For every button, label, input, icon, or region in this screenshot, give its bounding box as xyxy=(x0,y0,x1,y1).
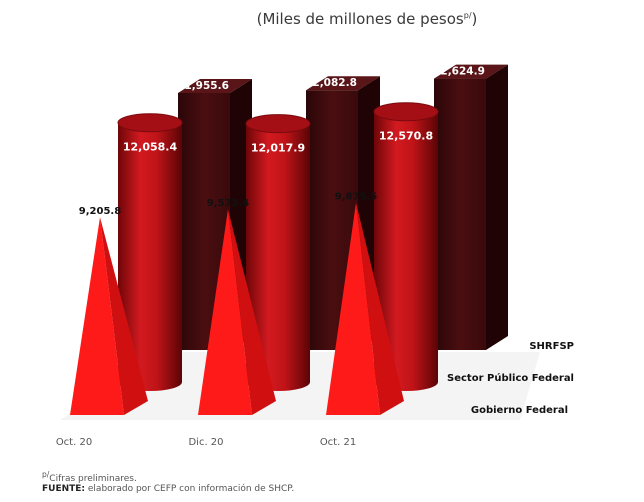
footnote-sup: p/ xyxy=(42,470,50,479)
legend-entry: Sector Público Federal xyxy=(447,372,574,384)
subtitle-main: (Miles de millones de pesos xyxy=(256,10,464,28)
gf-series xyxy=(70,202,404,415)
spf-bar-top xyxy=(245,114,311,134)
shrfsp-bar-top xyxy=(434,64,508,79)
gf-bar xyxy=(198,209,252,415)
x-tick-label: Oct. 21 xyxy=(320,437,356,448)
gf-bar-side xyxy=(356,202,404,415)
spf-value-label: 12,017.9 xyxy=(251,142,305,155)
footnote: p/Cifras preliminares. xyxy=(42,470,137,484)
chart-subtitle: (Miles de millones de pesosp/) xyxy=(0,10,644,28)
gf-bar xyxy=(326,202,380,415)
x-tick-label: Dic. 20 xyxy=(188,437,223,448)
legend-entry: Gobierno Federal xyxy=(471,405,568,416)
spf-bar xyxy=(374,111,438,392)
gf-bar-side xyxy=(100,217,148,415)
spf-bar xyxy=(246,123,310,392)
data-labels: 11,955.6 12,058.4 9,205.8 12,082.8 12,017.9 9… xyxy=(79,66,485,218)
spf-bar-top xyxy=(373,102,439,122)
subtitle-sup: p/ xyxy=(463,11,472,20)
source-label: FUENTE: xyxy=(42,484,86,494)
subtitle-end: ) xyxy=(471,10,478,28)
footnote-text: Cifras preliminares. xyxy=(49,474,137,484)
shrfsp-bar-side xyxy=(486,64,508,351)
legend-entry: SHRFSP xyxy=(529,341,574,352)
spf-value-label: 12,570.8 xyxy=(379,130,433,143)
gf-bar-side xyxy=(228,209,276,415)
shrfsp-value-label: 12,624.9 xyxy=(433,66,485,78)
gf-value-label: 9,572.4 xyxy=(207,198,249,209)
shrfsp-bar-top xyxy=(178,78,252,93)
gf-value-label: 9,875.5 xyxy=(335,192,377,203)
spf-bar-top xyxy=(117,113,183,133)
shrfsp-value-label: 11,955.6 xyxy=(177,80,229,92)
x-tick-label: Oct. 20 xyxy=(56,437,92,448)
spf-value-label: 12,058.4 xyxy=(123,141,178,154)
legend: SHRFSP Sector Público Federal Gobierno Fed… xyxy=(447,341,574,416)
source-text: elaborado por CEFP con información de SH… xyxy=(85,484,295,494)
gf-value-label: 9,205.8 xyxy=(79,206,121,217)
x-axis: Oct. 20 Dic. 20 Oct. 21 xyxy=(56,437,356,448)
gf-bar xyxy=(70,217,124,415)
spf-bar xyxy=(118,122,182,392)
shrfsp-bar-top xyxy=(306,76,380,91)
shrfsp-bar xyxy=(434,78,486,351)
spf-series xyxy=(117,102,439,392)
shrfsp-value-label: 12,082.8 xyxy=(305,77,357,89)
source-note: FUENTE: elaborado por CEFP con informaci… xyxy=(42,484,294,494)
